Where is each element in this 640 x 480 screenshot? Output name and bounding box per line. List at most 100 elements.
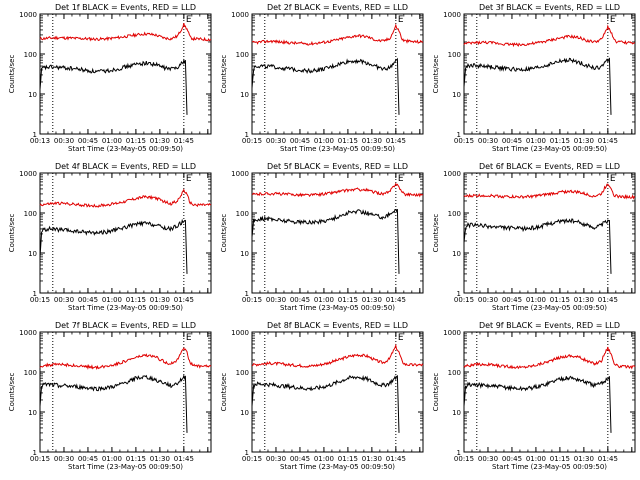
y-tick-label: 10: [240, 409, 249, 417]
y-axis-label: Counts/sec: [432, 373, 440, 412]
y-tick-label: 1000: [19, 329, 37, 337]
panel-det-6: Det 6f BLACK = Events, RED = LLD 1 10 100 10…: [432, 162, 636, 312]
x-tick-label: 00:30: [478, 455, 498, 463]
series-lld-line: [463, 183, 636, 200]
marker-label: E: [398, 174, 404, 184]
x-tick-label: 00:30: [266, 137, 286, 145]
x-tick-label: 01:45: [386, 455, 406, 463]
x-tick-label: 01:15: [550, 137, 570, 145]
y-tick-label: 1: [245, 131, 249, 139]
y-tick-label: 1: [245, 290, 249, 298]
x-tick-label: 01:45: [386, 296, 406, 304]
x-tick-label: 01:00: [314, 296, 334, 304]
y-tick-label: 100: [236, 51, 249, 59]
y-tick-label: 1000: [443, 329, 461, 337]
x-tick-label: 00:45: [502, 296, 522, 304]
y-tick-label: 1000: [231, 11, 249, 19]
x-tick-label: 00:30: [54, 296, 74, 304]
x-tick-label: 01:45: [174, 296, 194, 304]
x-tick-label: 01:15: [550, 296, 570, 304]
x-axis-label: Start Time (23-May-05 00:09:50): [492, 145, 607, 153]
marker-label: E: [398, 15, 404, 25]
marker-label: E: [186, 333, 192, 343]
x-tick-label: 01:15: [126, 296, 146, 304]
x-tick-label: 01:00: [102, 455, 122, 463]
panel-title: Det 5f BLACK = Events, RED = LLD: [267, 162, 408, 171]
x-tick-label: 01:30: [362, 137, 382, 145]
x-axis-label: Start Time (23-May-05 00:09:50): [492, 463, 607, 471]
marker-label: E: [398, 333, 404, 343]
marker-label: E: [186, 15, 192, 25]
x-axis-label: Start Time (23-May-05 00:09:50): [280, 463, 395, 471]
x-tick-label: 00:30: [54, 455, 74, 463]
series-lld-line: [463, 24, 636, 48]
y-tick-label: 100: [448, 369, 461, 377]
plot-frame: [463, 331, 636, 453]
series-events-line: [463, 375, 612, 433]
y-tick-label: 10: [28, 250, 37, 258]
y-axis-label: Counts/sec: [220, 55, 228, 94]
x-tick-label: 01:15: [550, 455, 570, 463]
marker-label: E: [610, 15, 616, 25]
panel-det-1: Det 1f BLACK = Events, RED = LLD 1 10 100 10…: [8, 3, 212, 153]
y-tick-label: 100: [24, 210, 37, 218]
x-tick-label: 01:00: [314, 137, 334, 145]
y-axis-label: Counts/sec: [220, 214, 228, 253]
x-axis-label: Start Time (23-May-05 00:09:50): [68, 145, 183, 153]
panel-det-7: Det 7f BLACK = Events, RED = LLD 1 10 100 10…: [8, 321, 212, 471]
x-tick-label: 00:30: [478, 137, 498, 145]
x-tick-label: 00:30: [266, 296, 286, 304]
x-tick-label: 00:15: [30, 296, 50, 304]
x-tick-label: 01:30: [150, 455, 170, 463]
x-tick-label: 00:45: [290, 296, 310, 304]
plot-frame: [251, 13, 424, 135]
x-tick-label: 01:45: [598, 455, 618, 463]
panel-title: Det 9f BLACK = Events, RED = LLD: [479, 321, 620, 330]
x-tick-label: 00:45: [290, 455, 310, 463]
panel-title: Det 1f BLACK = Events, RED = LLD: [55, 3, 196, 12]
y-tick-label: 10: [452, 91, 461, 99]
series-lld-line: [39, 188, 212, 208]
y-axis-label: Counts/sec: [8, 55, 16, 94]
x-tick-label: 00:45: [78, 296, 98, 304]
x-tick-label: 01:15: [338, 296, 358, 304]
x-tick-label: 01:30: [574, 137, 594, 145]
series-events-line: [39, 218, 188, 274]
x-tick-label: 00:45: [78, 455, 98, 463]
y-tick-label: 100: [236, 210, 249, 218]
x-tick-label: 00:45: [290, 137, 310, 145]
y-tick-label: 100: [448, 210, 461, 218]
x-tick-label: 01:45: [598, 296, 618, 304]
x-tick-label: 01:30: [362, 455, 382, 463]
y-tick-label: 1: [33, 131, 37, 139]
x-tick-label: 00:15: [30, 455, 50, 463]
panel-det-8: Det 8f BLACK = Events, RED = LLD 1 10 100 10…: [220, 321, 424, 471]
x-tick-label: 00:13: [30, 137, 50, 145]
x-tick-label: 01:30: [150, 137, 170, 145]
x-tick-label: 00:30: [54, 137, 74, 145]
x-tick-label: 00:15: [242, 137, 262, 145]
y-tick-label: 1: [457, 131, 461, 139]
x-tick-label: 01:45: [174, 137, 194, 145]
x-tick-label: 01:30: [574, 296, 594, 304]
panel-det-2: Det 2f BLACK = Events, RED = LLD 1 10 100 10…: [220, 3, 424, 153]
y-tick-label: 1: [245, 449, 249, 457]
series-events-line: [251, 374, 400, 433]
y-tick-label: 10: [28, 409, 37, 417]
y-tick-label: 10: [452, 409, 461, 417]
x-tick-label: 00:15: [242, 455, 262, 463]
y-tick-label: 100: [24, 369, 37, 377]
x-tick-label: 01:00: [526, 455, 546, 463]
series-lld-line: [251, 23, 424, 46]
panel-det-3: Det 3f BLACK = Events, RED = LLD 1 10 100 10…: [432, 3, 636, 153]
x-tick-label: 01:45: [598, 137, 618, 145]
x-tick-label: 01:15: [338, 137, 358, 145]
y-tick-label: 100: [24, 51, 37, 59]
x-axis-label: Start Time (23-May-05 00:09:50): [280, 145, 395, 153]
x-tick-label: 01:45: [174, 455, 194, 463]
x-axis-label: Start Time (23-May-05 00:09:50): [280, 304, 395, 312]
series-events-line: [39, 58, 188, 115]
x-tick-label: 01:30: [362, 296, 382, 304]
y-tick-label: 10: [452, 250, 461, 258]
x-tick-label: 00:30: [266, 455, 286, 463]
